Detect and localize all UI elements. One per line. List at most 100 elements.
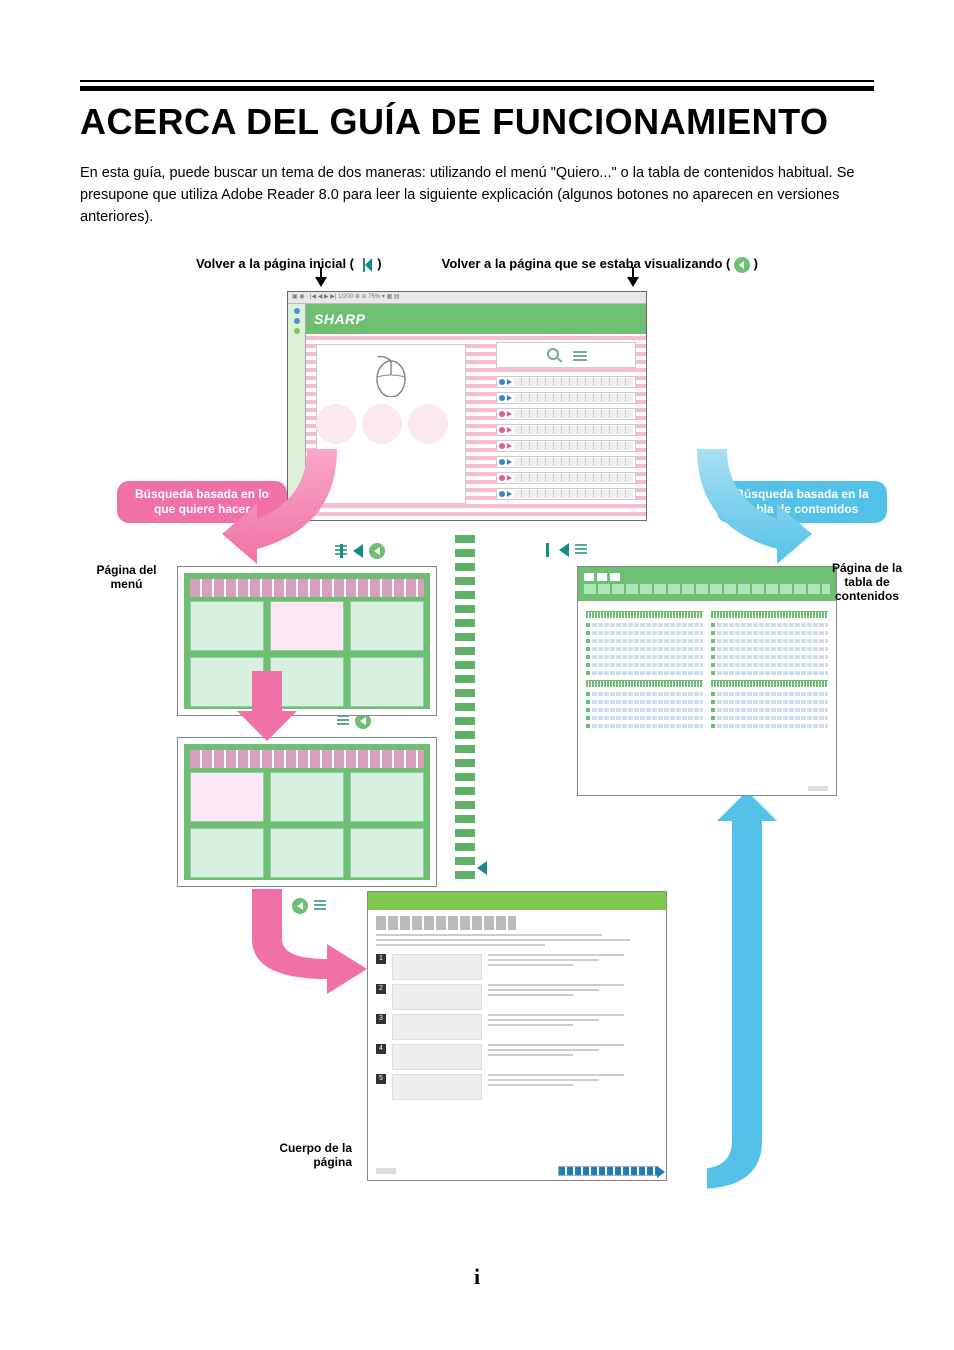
- toc-entry: [711, 646, 828, 652]
- sidebar-dot: [294, 318, 300, 324]
- arrow-row: [80, 277, 874, 287]
- nav-icons-center: [477, 861, 487, 875]
- menu-pill: [496, 376, 636, 388]
- step-text: [488, 1044, 658, 1070]
- menu-cell: [190, 828, 264, 878]
- menu-cell: [350, 772, 424, 822]
- brand-logo: SHARP: [314, 311, 366, 327]
- back-circle-icon: [369, 543, 385, 559]
- menu-pill: [496, 472, 636, 484]
- body-step: 5: [368, 1072, 666, 1102]
- toc-entry: [586, 622, 703, 628]
- toc-entry: [586, 654, 703, 660]
- brand-banner: SHARP: [306, 304, 646, 334]
- toc-entry: [711, 723, 828, 729]
- body-step: 2: [368, 982, 666, 1012]
- toc-section-header: [586, 611, 703, 618]
- hint-home: Volver a la página inicial ( ): [196, 256, 382, 273]
- toc-header: [578, 567, 836, 601]
- toc-entry: [711, 707, 828, 713]
- menu-cell: [270, 601, 344, 651]
- toc-entry: [586, 691, 703, 697]
- intro-paragraph: En esta guía, puede buscar un tema de do…: [80, 163, 874, 228]
- menu-pill: [496, 488, 636, 500]
- home-icon: [358, 258, 374, 272]
- step-number: 4: [376, 1044, 386, 1054]
- body-page-intro-lines: [376, 934, 658, 946]
- toc-entry: [586, 630, 703, 636]
- menu-pill: [496, 424, 636, 436]
- step-image: [392, 1044, 482, 1070]
- toc-entry: [711, 662, 828, 668]
- menu-pill: [496, 440, 636, 452]
- list-icon: [337, 715, 349, 727]
- label-toc-page: Página de la tabla de contenidos: [817, 561, 917, 603]
- next-page-strip: [558, 1166, 658, 1176]
- prev-icon: [477, 861, 487, 875]
- center-stripe: [455, 535, 475, 885]
- menu-cell: [350, 828, 424, 878]
- step-text: [488, 984, 658, 1010]
- menu-cell: [190, 601, 264, 651]
- menu-cell: [350, 601, 424, 651]
- rule-thick: [80, 86, 874, 91]
- step-image: [392, 1074, 482, 1100]
- body-step: 1: [368, 952, 666, 982]
- menu-page-title: [190, 579, 424, 597]
- page-title: ACERCA DEL GUÍA DE FUNCIONAMIENTO: [80, 101, 874, 143]
- toc-entry: [586, 723, 703, 729]
- body-step: 4: [368, 1042, 666, 1072]
- step-number: 3: [376, 1014, 386, 1024]
- body-page: 12 3 4 5: [367, 891, 667, 1181]
- toc-entry: [586, 662, 703, 668]
- toc-entry: [711, 691, 828, 697]
- menu-cell: [270, 657, 344, 707]
- menu-cell: [350, 657, 424, 707]
- menu-cell: [190, 772, 264, 822]
- top-window: ▣ ◉ · |◀ ◀ ▶ ▶| 1/200 ⊕ ⊖ 75% ▾ ▦ ▤ SHAR…: [287, 291, 647, 521]
- toc-entry: [711, 622, 828, 628]
- toc-entry: [711, 638, 828, 644]
- list-icon: [575, 544, 587, 556]
- step-text: [488, 954, 658, 980]
- toc-entry: [711, 715, 828, 721]
- rule-top: [80, 80, 874, 82]
- circle-row: [316, 404, 448, 444]
- toc-pagenum: [808, 786, 828, 791]
- toc-entry: [586, 638, 703, 644]
- sidebar-dot: [294, 308, 300, 314]
- label-search-want: Búsqueda basada en lo que quiere hacer: [117, 481, 287, 523]
- toc-page: [577, 566, 837, 796]
- arrow-blue-2: [707, 791, 787, 1191]
- body-pagenum: [376, 1168, 396, 1174]
- step-image: [392, 984, 482, 1010]
- step-text: [488, 1074, 658, 1100]
- hint-back: Volver a la página que se estaba visuali…: [442, 256, 758, 273]
- toc-entry: [711, 654, 828, 660]
- toc-section-header: [586, 680, 703, 687]
- toc-entry: [586, 707, 703, 713]
- nav-icons-body: [292, 898, 326, 914]
- menu-cell: [270, 772, 344, 822]
- hint-home-text: Volver a la página inicial (: [196, 256, 354, 271]
- body-page-title: [376, 916, 516, 930]
- hint-back-text: Volver a la página que se estaba visuali…: [442, 256, 731, 271]
- toc-column-right: [711, 609, 828, 729]
- page-number: i: [0, 1264, 954, 1290]
- list-icon: [314, 900, 326, 912]
- back-icon: [734, 257, 750, 273]
- nav-icons-toc: [559, 543, 587, 557]
- nav-icons-menu1: [335, 543, 385, 559]
- toc-section-header: [711, 611, 828, 618]
- sidebar: [288, 304, 306, 520]
- toc-entry: [711, 630, 828, 636]
- top-window-main: SHARP: [306, 304, 646, 520]
- menu-pill-list: [496, 376, 636, 500]
- step-number: 5: [376, 1074, 386, 1084]
- toc-entry: [586, 699, 703, 705]
- menu-page-2: [177, 737, 437, 887]
- hint-row: Volver a la página inicial ( ) Volver a …: [80, 256, 874, 273]
- toc-entry: [586, 646, 703, 652]
- back-circle-icon: [292, 898, 308, 914]
- toc-entry: [586, 670, 703, 676]
